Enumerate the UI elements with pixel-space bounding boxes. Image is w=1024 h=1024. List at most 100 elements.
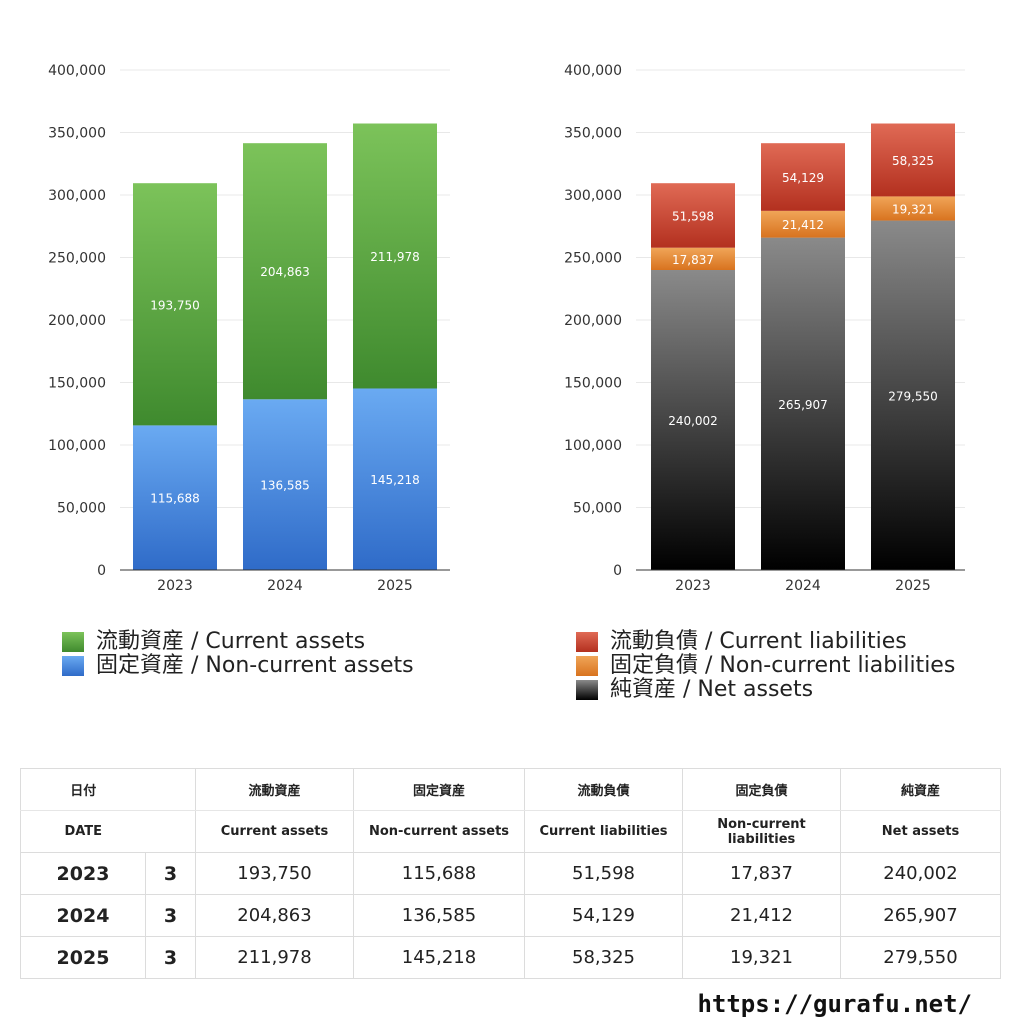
assets-xtick-label: 2025: [377, 578, 413, 594]
legend-current-liabilities: 流動負債 / Current liabilities: [576, 630, 955, 654]
cell-non-current-assets: 136,585: [353, 894, 525, 937]
assets-bar-non-current-assets: [243, 399, 327, 570]
row-year: 2025: [20, 936, 146, 979]
row-month: 3: [145, 936, 196, 979]
assets-data-label: 115,688: [150, 492, 200, 506]
cell-non-current-assets: 115,688: [353, 852, 525, 895]
cell-current-liabilities: 51,598: [524, 852, 683, 895]
table-row: 2024 3 204,863 136,585 54,129 21,412 265…: [20, 894, 1001, 937]
assets-bar-current-assets: [133, 183, 217, 426]
liabilities-ytick-label: 400,000: [564, 63, 622, 79]
legend-non-current-liabilities: 固定負債 / Non-current liabilities: [576, 654, 955, 678]
liabilities-data-label: 58,325: [892, 154, 934, 168]
liabilities-data-label: 19,321: [892, 202, 934, 216]
cell-current-assets: 193,750: [195, 852, 354, 895]
row-year: 2024: [20, 894, 146, 937]
assets-data-label: 204,863: [260, 265, 310, 279]
liabilities-bar-non-current-liabilities: [871, 196, 955, 221]
assets-data-label: 211,978: [370, 250, 420, 264]
assets-bar-current-assets: [353, 123, 437, 389]
legend-label-current-liabilities: 流動負債 / Current liabilities: [610, 629, 907, 654]
assets-data-label: 193,750: [150, 298, 200, 312]
header-spacer: [145, 810, 196, 853]
assets-ytick-label: 400,000: [48, 63, 106, 79]
liabilities-data-label: 240,002: [668, 414, 718, 428]
liabilities-data-label: 279,550: [888, 389, 938, 403]
site-url[interactable]: https://gurafu.net/: [697, 990, 972, 1018]
liabilities-ytick-label: 350,000: [564, 126, 622, 142]
assets-legend: 流動資産 / Current assets 固定資産 / Non-current…: [62, 630, 414, 678]
assets-ytick-label: 0: [97, 563, 106, 579]
liabilities-bar-net-assets: [651, 269, 735, 570]
assets-bar-non-current-assets: [353, 388, 437, 570]
liabilities-legend: 流動負債 / Current liabilities 固定負債 / Non-cu…: [576, 630, 955, 702]
header-date-jp: 日付: [20, 768, 146, 811]
header-current-assets-en: Current assets: [195, 810, 354, 853]
liabilities-ytick-label: 150,000: [564, 376, 622, 392]
liabilities-ytick-label: 250,000: [564, 251, 622, 267]
cell-net-assets: 240,002: [840, 852, 1001, 895]
legend-label-current-assets: 流動資産 / Current assets: [96, 629, 366, 654]
legend-net-assets: 純資産 / Net assets: [576, 678, 955, 702]
liabilities-bar-non-current-liabilities: [651, 247, 735, 270]
cell-non-current-assets: 145,218: [353, 936, 525, 979]
legend-current-assets: 流動資産 / Current assets: [62, 630, 414, 654]
assets-xtick-label: 2024: [267, 578, 303, 594]
liabilities-xtick-label: 2023: [675, 578, 711, 594]
liabilities-ytick-label: 100,000: [564, 438, 622, 454]
header-non-current-assets-jp: 固定資産: [353, 768, 525, 811]
liabilities-ytick-label: 300,000: [564, 188, 622, 204]
liabilities-ytick-label: 50,000: [573, 501, 622, 517]
header-spacer: [145, 768, 196, 811]
liabilities-bar-current-liabilities: [651, 183, 735, 248]
legend-swatch-current-assets: [62, 632, 84, 652]
cell-current-liabilities: 54,129: [524, 894, 683, 937]
cell-current-assets: 204,863: [195, 894, 354, 937]
table-row: 2023 3 193,750 115,688 51,598 17,837 240…: [20, 852, 1001, 895]
cell-net-assets: 279,550: [840, 936, 1001, 979]
assets-ytick-label: 100,000: [48, 438, 106, 454]
liabilities-data-label: 265,907: [778, 398, 828, 412]
assets-ytick-label: 50,000: [57, 501, 106, 517]
header-non-current-assets-en: Non-current assets: [353, 810, 525, 853]
assets-ytick-label: 300,000: [48, 188, 106, 204]
row-month: 3: [145, 894, 196, 937]
header-net-assets-en: Net assets: [840, 810, 1001, 853]
header-current-liabilities-en: Current liabilities: [524, 810, 683, 853]
assets-ytick-label: 150,000: [48, 376, 106, 392]
assets-ytick-label: 350,000: [48, 126, 106, 142]
liabilities-xtick-label: 2025: [895, 578, 931, 594]
assets-chart: 0 50,000 100,000 150,000 200,000 250,000 300,0…: [48, 63, 965, 594]
assets-data-label: 136,585: [260, 479, 310, 493]
legend-swatch-current-liabilities: [576, 632, 598, 652]
cell-non-current-liabilities: 17,837: [682, 852, 841, 895]
cell-current-liabilities: 58,325: [524, 936, 683, 979]
liabilities-ytick-label: 0: [613, 563, 622, 579]
liabilities-data-label: 17,837: [672, 253, 714, 267]
header-date-en: DATE: [20, 810, 146, 853]
table-row: 2025 3 211,978 145,218 58,325 19,321 279…: [20, 936, 1001, 979]
legend-swatch-non-current-assets: [62, 656, 84, 676]
liabilities-bar-net-assets: [871, 220, 955, 570]
table-header-en: DATE Current assets Non-current assets C…: [20, 810, 1001, 853]
header-non-current-liabilities-en: Non-current liabilities: [682, 810, 841, 853]
liabilities-bar-net-assets: [761, 237, 845, 570]
legend-non-current-assets: 固定資産 / Non-current assets: [62, 654, 414, 678]
liabilities-bar-non-current-liabilities: [761, 210, 845, 238]
legend-label-net-assets: 純資産 / Net assets: [610, 677, 814, 702]
liabilities-data-label: 54,129: [782, 171, 824, 185]
assets-xtick-label: 2023: [157, 578, 193, 594]
liabilities-xtick-label: 2024: [785, 578, 821, 594]
cell-net-assets: 265,907: [840, 894, 1001, 937]
assets-data-label: 145,218: [370, 473, 420, 487]
header-net-assets-jp: 純資産: [840, 768, 1001, 811]
legend-label-non-current-liabilities: 固定負債 / Non-current liabilities: [610, 653, 956, 678]
assets-ytick-label: 200,000: [48, 313, 106, 329]
legend-swatch-net-assets: [576, 680, 598, 700]
liabilities-bar-current-liabilities: [871, 123, 955, 197]
row-year: 2023: [20, 852, 146, 895]
liabilities-bar-current-liabilities: [761, 143, 845, 211]
table-header-jp: 日付 流動資産 固定資産 流動負債 固定負債 純資産: [20, 768, 1001, 811]
assets-bar-non-current-assets: [133, 425, 217, 570]
assets-bar-current-assets: [243, 143, 327, 400]
